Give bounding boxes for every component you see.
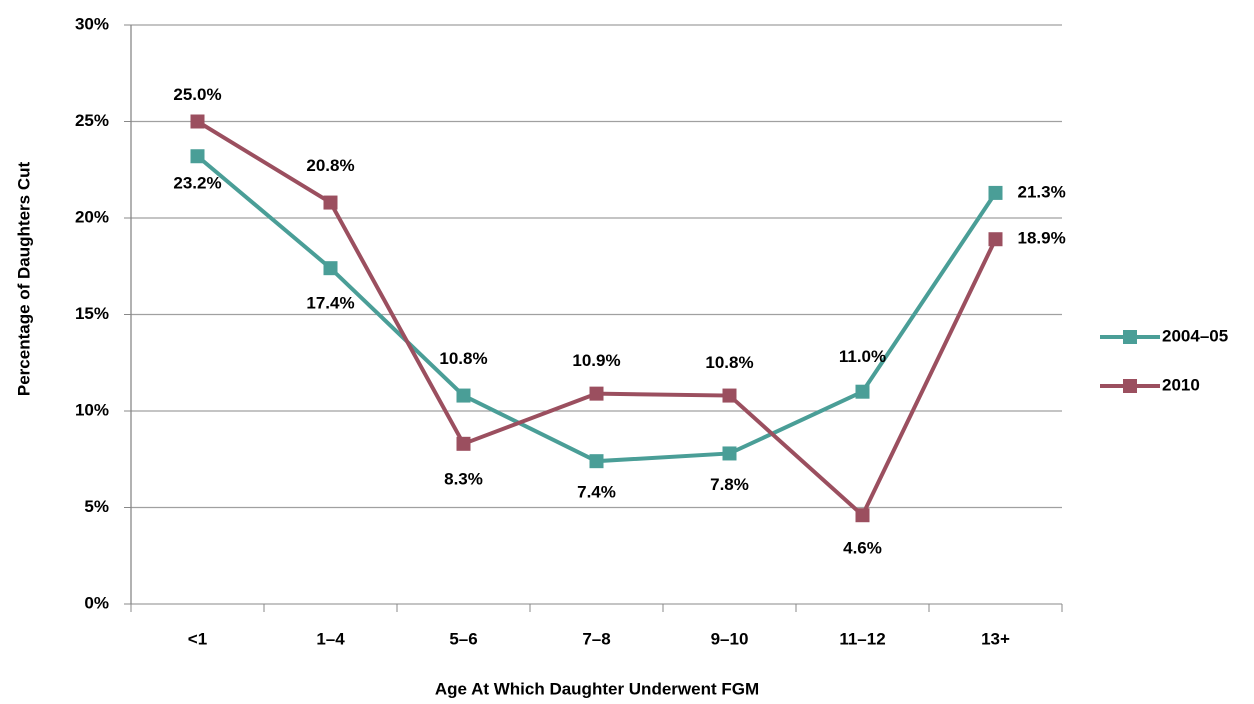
y-tick-label: 0% xyxy=(84,593,109,612)
data-label: 4.6% xyxy=(843,539,882,558)
y-tick-label: 30% xyxy=(75,14,109,33)
data-label: 25.0% xyxy=(173,85,221,104)
legend-marker xyxy=(1123,330,1137,344)
marker xyxy=(988,185,1003,200)
marker xyxy=(323,195,338,210)
x-tick-label: 13+ xyxy=(981,629,1010,648)
data-label: 7.8% xyxy=(710,475,749,494)
x-axis-title: Age At Which Daughter Underwent FGM xyxy=(435,679,759,698)
data-label: 10.8% xyxy=(705,353,753,372)
y-tick-label: 15% xyxy=(75,304,109,323)
x-tick-label: 11–12 xyxy=(839,629,885,648)
data-label: 10.9% xyxy=(572,351,620,370)
data-label: 23.2% xyxy=(173,174,221,193)
data-label: 7.4% xyxy=(577,483,616,502)
x-tick-label: 1–4 xyxy=(316,629,345,648)
legend-label: 2010 xyxy=(1162,375,1200,394)
data-label: 8.3% xyxy=(444,469,483,488)
y-tick-label: 20% xyxy=(75,207,109,226)
marker xyxy=(722,388,737,403)
x-tick-label: 7–8 xyxy=(582,629,610,648)
data-label: 21.3% xyxy=(1018,182,1066,201)
data-label: 10.8% xyxy=(439,349,487,368)
marker xyxy=(589,454,604,469)
marker xyxy=(456,388,471,403)
marker xyxy=(190,149,205,164)
marker xyxy=(722,446,737,461)
y-axis-title: Percentage of Daughters Cut xyxy=(14,162,33,397)
y-tick-label: 5% xyxy=(84,497,109,516)
y-tick-label: 10% xyxy=(75,400,109,419)
marker xyxy=(855,508,870,523)
marker xyxy=(855,384,870,399)
legend-marker xyxy=(1123,379,1137,393)
x-tick-label: 5–6 xyxy=(449,629,477,648)
marker xyxy=(589,386,604,401)
marker xyxy=(988,232,1003,247)
data-label: 18.9% xyxy=(1018,229,1066,248)
marker xyxy=(323,261,338,276)
y-tick-label: 25% xyxy=(75,111,109,130)
data-label: 11.0% xyxy=(839,347,886,366)
data-label: 17.4% xyxy=(306,294,354,313)
marker xyxy=(456,436,471,451)
legend-label: 2004–05 xyxy=(1162,326,1228,345)
data-label: 20.8% xyxy=(306,156,354,175)
x-tick-label: <1 xyxy=(188,629,207,648)
x-tick-label: 9–10 xyxy=(711,629,749,648)
marker xyxy=(190,114,205,129)
